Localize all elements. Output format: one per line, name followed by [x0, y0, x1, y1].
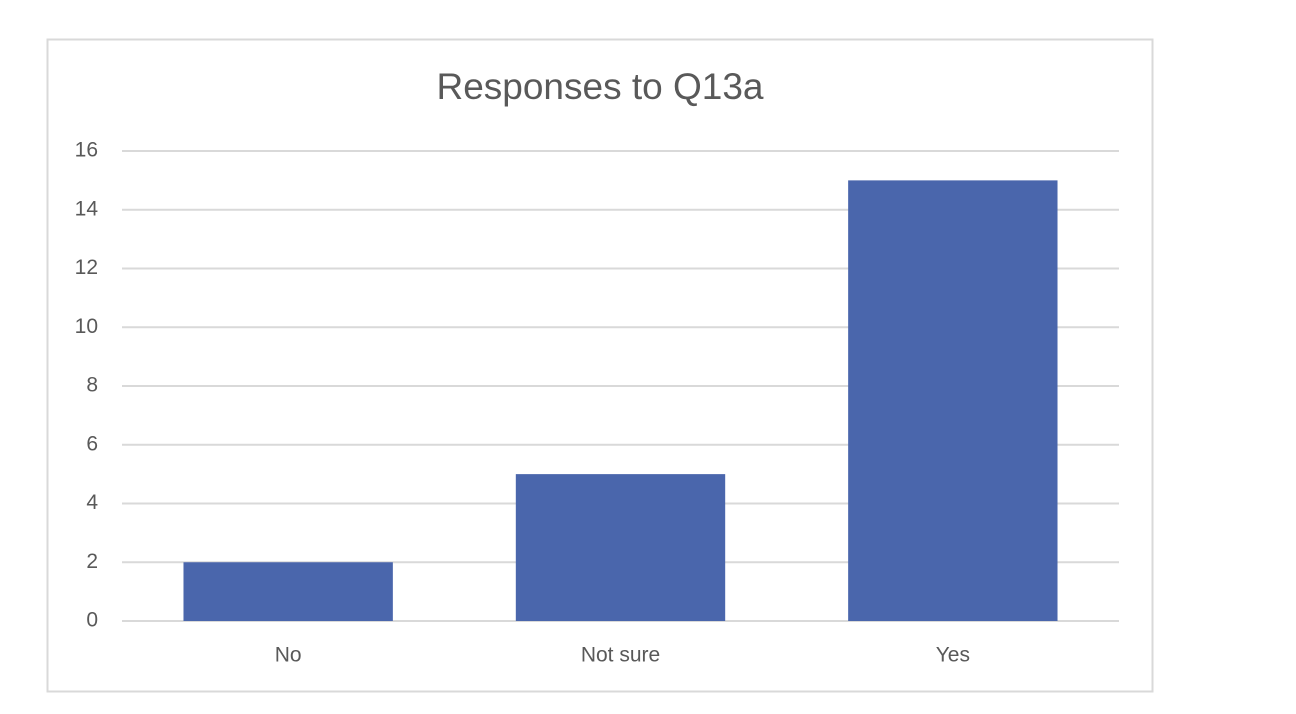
y-tick-label: 14	[75, 197, 99, 220]
y-tick-label: 0	[86, 609, 98, 632]
bar	[515, 474, 726, 621]
y-tick-label: 10	[75, 315, 98, 338]
x-tick-label: No	[275, 644, 302, 667]
y-tick-label: 8	[86, 374, 98, 397]
y-tick-label: 4	[86, 491, 98, 514]
chart-title: Responses to Q13a	[436, 66, 763, 107]
x-tick-label: Yes	[936, 644, 970, 667]
y-tick-label: 2	[86, 550, 98, 573]
bar	[183, 562, 393, 621]
y-tick-label: 12	[75, 256, 98, 279]
y-tick-label: 6	[86, 432, 98, 455]
bar	[848, 180, 1058, 621]
x-tick-label: Not sure	[581, 644, 660, 667]
y-tick-label: 16	[75, 139, 98, 162]
